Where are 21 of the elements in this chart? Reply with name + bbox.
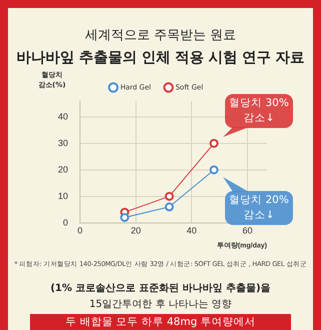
y-tick-label: 10 [58, 190, 68, 201]
y-tick-label: 20 [58, 164, 68, 174]
text: 두 배합물 모두 하루 48mg 투여량에서 [30, 314, 291, 330]
y-tick-label: 0 [62, 217, 68, 228]
x-tick-label: 60 [242, 226, 252, 236]
point [209, 165, 218, 174]
text: 15일간투여한 후 나타나는 영향 [88, 298, 233, 311]
x-tick-label: 20 [130, 226, 141, 236]
point [164, 192, 174, 201]
y-tick-label: 30 [58, 138, 68, 148]
point [164, 202, 174, 212]
x-tick-label: 40 [186, 226, 197, 236]
text: (1% 코로솔산으로 표준화된 바나바잎 추출물)을 [49, 282, 272, 295]
point [120, 213, 130, 222]
annotation: 혈당치 30% 감소↓ [224, 94, 293, 128]
annotation: 혈당치 20% 감소↓ [224, 190, 293, 225]
y-tick-label: 40 [58, 111, 68, 122]
x-tick-label: 0 [78, 226, 83, 236]
point [209, 138, 218, 148]
chart-subtitle: 바나바잎 추출물의 인체 적용 시험 연구 자료 [15, 49, 306, 67]
chart-title: 세계적으로 주목받는 원료 [84, 27, 238, 44]
